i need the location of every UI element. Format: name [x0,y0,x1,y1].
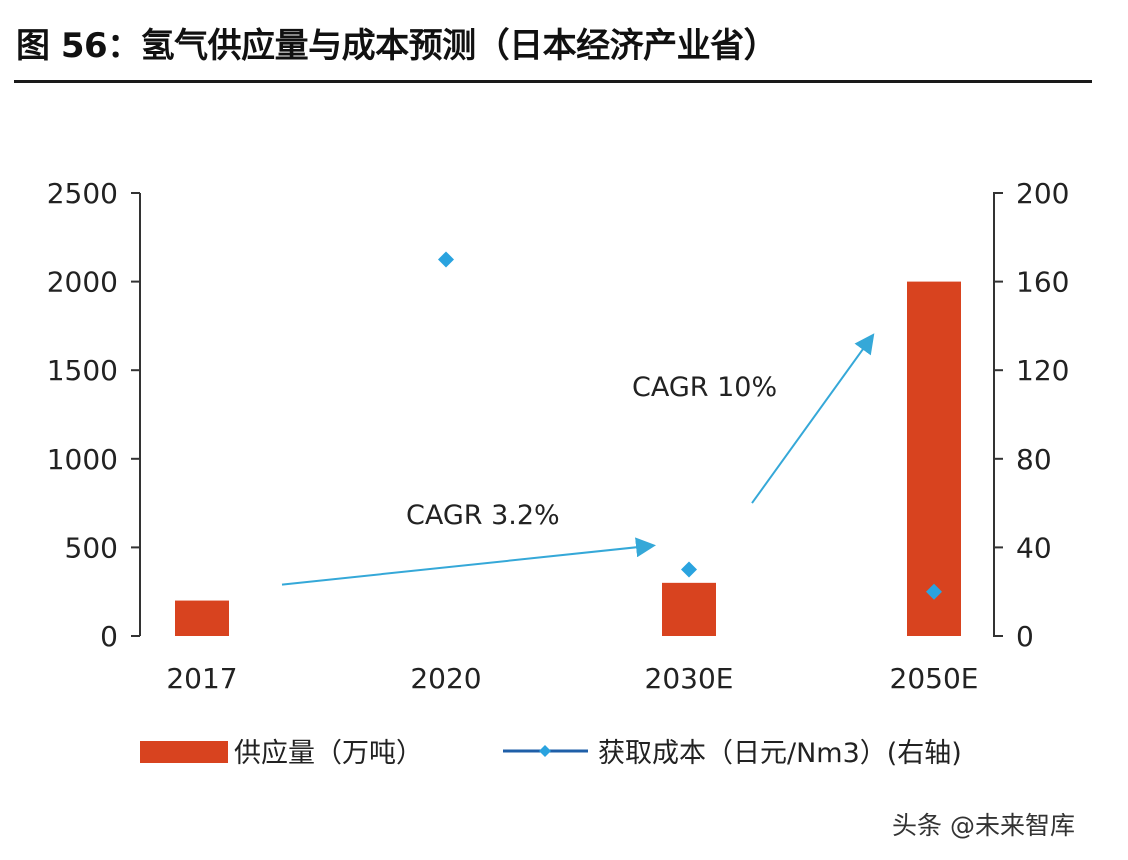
cagr-label: CAGR 10% [632,372,777,403]
left-axis-tick-label: 1000 [47,443,118,476]
x-axis-tick-label: 2017 [166,662,237,695]
right-axis-tick-label: 40 [1016,531,1052,564]
left-axis-tick-label: 500 [65,531,118,564]
cagr-label: CAGR 3.2% [406,500,560,531]
legend: 供应量（万吨） 获取成本（日元/Nm3）(右轴) [140,738,962,769]
x-axis-tick-label: 2050E [890,662,979,695]
cagr-arrow [281,537,656,586]
point-cost-2020 [438,251,454,268]
watermark: 头条 @未来智库 [892,811,1075,840]
legend-swatch-cost-marker [539,745,551,757]
chart-title: 图 56：氢气供应量与成本预测（日本经济产业省） [16,26,778,66]
right-axis-tick-label: 80 [1016,443,1052,476]
bars-layer [175,281,961,636]
legend-swatch-supply [140,741,228,763]
left-axis-tick-label: 0 [100,620,118,653]
points-layer [438,251,942,600]
left-axis-tick-label: 2000 [47,266,118,299]
right-axis-tick-label: 200 [1016,177,1069,210]
axes-layer: 0 500 1000 1500 2000 2500 0 40 80 120 160 200 2017 20… [47,177,1070,695]
right-axis-tick-label: 160 [1016,266,1069,299]
legend-label-supply: 供应量（万吨） [234,738,423,769]
title-divider [14,80,1092,83]
left-axis-tick-label: 2500 [47,177,118,210]
bar-supply-2017 [175,600,229,636]
cagr-arrow [751,333,875,504]
x-axis-tick-label: 2020 [410,662,481,695]
point-cost-2030E [681,561,697,578]
right-axis-tick-label: 120 [1016,354,1069,387]
bar-supply-2050E [907,281,961,636]
x-axis-tick-label: 2030E [645,662,734,695]
annotation-layer: CAGR 3.2% CAGR 10% [281,333,875,586]
left-axis-tick-label: 1500 [47,354,118,387]
bar-supply-2030E [662,582,716,636]
right-axis-tick-label: 0 [1016,620,1034,653]
point-cost-2050E [926,583,942,600]
legend-label-cost: 获取成本（日元/Nm3）(右轴) [598,738,962,769]
